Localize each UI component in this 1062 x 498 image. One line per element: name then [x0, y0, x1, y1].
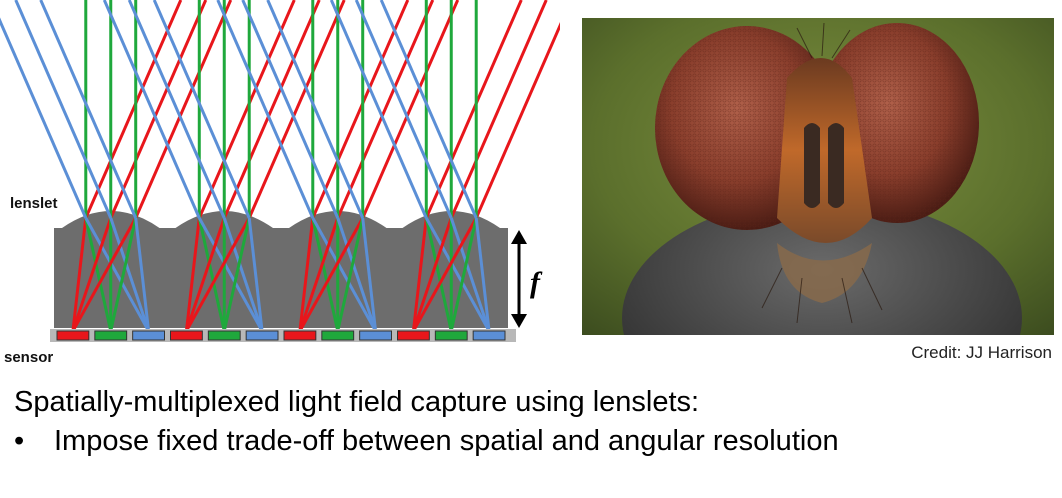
light-ray [311, 0, 410, 219]
light-ray [184, 217, 201, 332]
light-ray [222, 217, 251, 332]
bullet-dot: • [14, 425, 25, 457]
light-ray [241, 0, 340, 219]
sensor-pixel [434, 330, 468, 341]
light-ray [411, 217, 428, 332]
light-ray [109, 217, 151, 332]
focal-length-label: f [530, 266, 543, 299]
lenslet-body [54, 211, 508, 328]
light-ray [247, 0, 346, 219]
light-ray [134, 0, 233, 219]
bullet-text: Impose fixed trade-off between spatial a… [54, 425, 839, 457]
lenslet-label: lenslet [10, 195, 58, 212]
light-ray [222, 0, 321, 219]
light-ray [197, 0, 296, 219]
light-ray [109, 0, 208, 219]
sensor-pixel [245, 330, 279, 341]
light-ray [266, 0, 365, 219]
light-ray [222, 217, 264, 332]
light-ray [298, 217, 340, 332]
light-ray [336, 0, 435, 219]
fly-face [777, 58, 872, 243]
light-ray [84, 0, 183, 219]
light-ray [39, 0, 138, 219]
sensor-array [50, 329, 516, 342]
sensor-pixel [321, 330, 355, 341]
light-ray [449, 217, 491, 332]
light-ray [298, 217, 365, 332]
sensor-pixel [359, 330, 392, 341]
slide-caption: Spatially-multiplexed light field captur… [14, 386, 700, 418]
sensor-pixel [283, 330, 317, 341]
light-ray [102, 0, 201, 219]
light-ray [411, 217, 453, 332]
light-ray [336, 217, 365, 332]
light-ray [474, 21, 560, 219]
sensor-label: sensor [4, 349, 53, 366]
light-ray [449, 0, 548, 219]
sensor-pixel [207, 330, 241, 341]
light-ray [361, 217, 378, 332]
light-ray [424, 217, 453, 332]
photo-credit: Credit: JJ Harrison [911, 343, 1052, 362]
fly-photo [582, 18, 1054, 335]
focal-length-arrow [511, 230, 527, 328]
light-ray [354, 0, 453, 219]
light-ray [361, 0, 460, 219]
light-ray [197, 217, 264, 332]
light-ray [336, 217, 378, 332]
lenslet-array [54, 211, 508, 328]
light-ray [14, 0, 113, 219]
light-ray [109, 217, 138, 332]
light-ray [247, 217, 264, 332]
light-rays [0, 0, 560, 332]
light-ray [185, 217, 251, 332]
light-ray [311, 217, 340, 332]
light-ray [71, 217, 88, 332]
light-ray [84, 217, 150, 332]
sensor-pixel [132, 330, 166, 341]
light-ray [71, 217, 138, 332]
light-ray [474, 217, 491, 332]
light-ray [152, 0, 251, 219]
light-ray [0, 17, 88, 219]
light-ray [379, 0, 478, 219]
light-ray [329, 0, 428, 219]
sensor-pixel [170, 330, 203, 341]
light-ray [197, 217, 226, 332]
light-ray [71, 217, 113, 332]
lenslet-diagram: f lenslet sensor [0, 0, 560, 366]
light-ray [424, 0, 523, 219]
light-ray [449, 217, 478, 332]
light-ray [84, 217, 113, 332]
light-ray [127, 0, 226, 219]
light-ray [412, 217, 478, 332]
light-ray [184, 217, 226, 332]
sensor-pixel [397, 330, 430, 341]
sensor-pixel [56, 330, 90, 341]
light-ray [134, 217, 151, 332]
bullet-item: • Impose fixed trade-off between spatial… [14, 425, 839, 458]
light-ray [424, 217, 491, 332]
light-ray [216, 0, 315, 219]
sensor-pixel [94, 330, 128, 341]
sensor-pixel [472, 330, 506, 341]
light-ray [298, 217, 315, 332]
light-ray [311, 217, 377, 332]
